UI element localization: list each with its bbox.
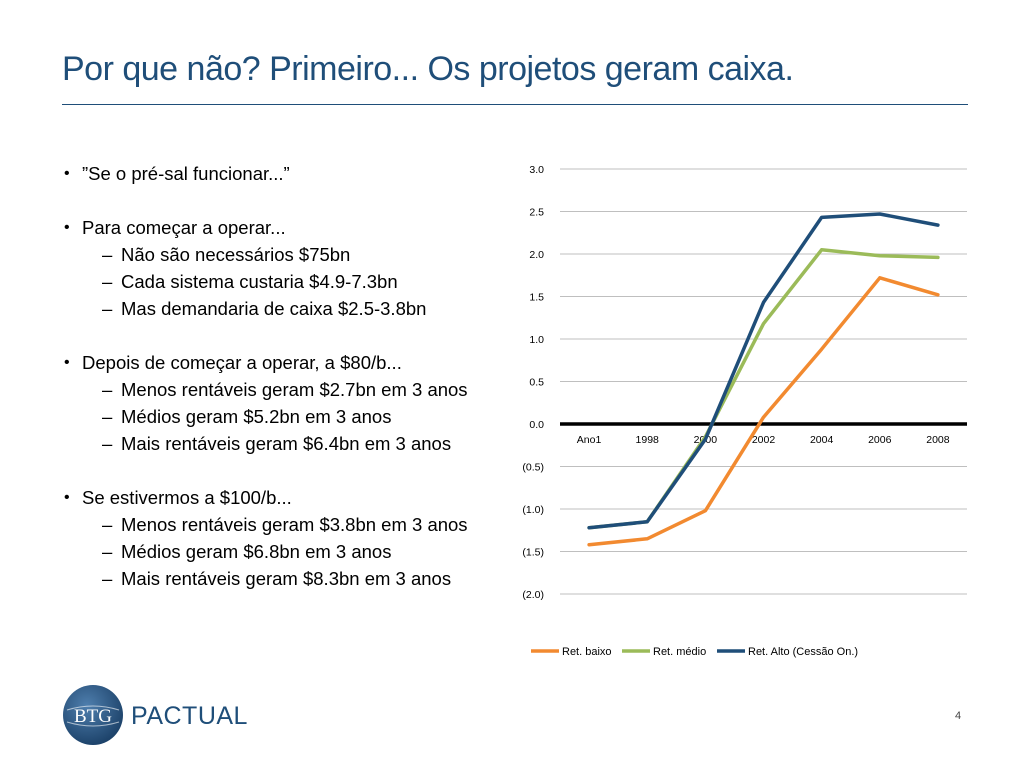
legend-label: Ret. baixo [562, 646, 612, 658]
sub-bullet-item: Menos rentáveis geram $2.7bn em 3 anos [62, 376, 492, 403]
bullet-item: Para começar a operar... [62, 214, 492, 241]
bullet-item: Depois de começar a operar, a $80/b... [62, 349, 492, 376]
x-tick-label: 1998 [636, 434, 660, 446]
x-tick-label: Ano1 [577, 434, 602, 446]
y-tick-label: 0.0 [529, 419, 544, 431]
logo-wordmark: PACTUAL [131, 702, 248, 730]
bullet-item: Se estivermos a $100/b... [62, 484, 492, 511]
x-tick-label: 2008 [926, 434, 950, 446]
y-tick-label: 2.5 [529, 207, 544, 219]
series-line [587, 248, 940, 530]
y-tick-label: 1.0 [529, 334, 544, 346]
logo-globe-icon [63, 685, 123, 745]
series-line [587, 212, 940, 530]
y-tick-label: 1.5 [529, 292, 544, 304]
title-divider [62, 104, 968, 105]
y-tick-label: (2.0) [522, 589, 544, 601]
sub-bullet-item: Mais rentáveis geram $6.4bn em 3 anos [62, 430, 492, 457]
y-tick-label: 3.0 [529, 164, 544, 176]
sub-bullet-item: Cada sistema custaria $4.9-7.3bn [62, 268, 492, 295]
sub-bullet-item: Não são necessários $75bn [62, 241, 492, 268]
y-tick-label: (1.0) [522, 504, 544, 516]
y-tick-label: (0.5) [522, 462, 544, 474]
sub-bullet-item: Médios geram $5.2bn em 3 anos [62, 403, 492, 430]
x-tick-label: 2002 [752, 434, 776, 446]
sub-bullet-item: Mais rentáveis geram $8.3bn em 3 anos [62, 565, 492, 592]
x-tick-label: 2006 [868, 434, 892, 446]
slide-title: Por que não? Primeiro... Os projetos ger… [62, 50, 794, 88]
bullet-item: ”Se o pré-sal funcionar...” [62, 160, 492, 187]
y-tick-label: 2.0 [529, 249, 544, 261]
y-tick-label: 0.5 [529, 377, 544, 389]
x-tick-label: 2004 [810, 434, 834, 446]
series-line [587, 276, 940, 547]
btg-pactual-logo: BTG PACTUAL [63, 685, 248, 745]
legend-label: Ret. Alto (Cessão On.) [748, 646, 858, 658]
y-tick-label: (1.5) [522, 547, 544, 559]
page-number: 4 [955, 710, 962, 722]
sub-bullet-item: Menos rentáveis geram $3.8bn em 3 anos [62, 511, 492, 538]
logo-badge-text: BTG [74, 706, 112, 727]
sub-bullet-item: Mas demandaria de caixa $2.5-3.8bn [62, 295, 492, 322]
sub-bullet-item: Médios geram $6.8bn em 3 anos [62, 538, 492, 565]
bullet-list: ”Se o pré-sal funcionar...” Para começar… [62, 160, 492, 592]
legend-label: Ret. médio [653, 646, 706, 658]
